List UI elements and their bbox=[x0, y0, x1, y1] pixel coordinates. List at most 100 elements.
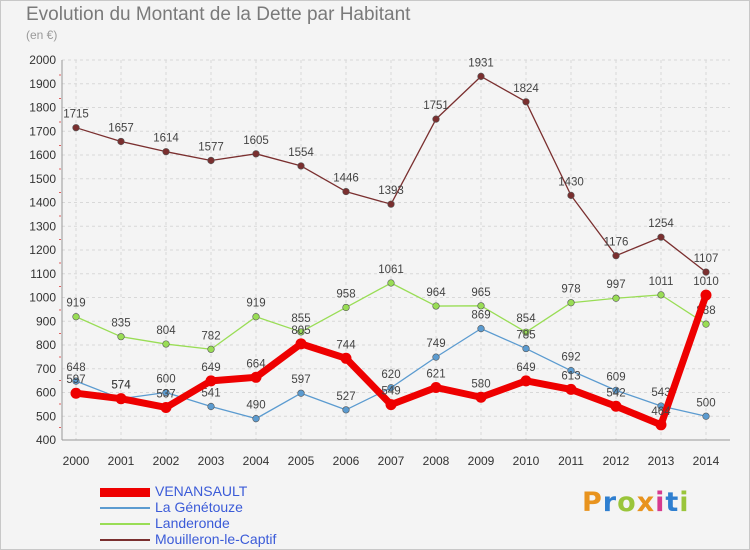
x-tick-label: 2006 bbox=[333, 454, 360, 468]
y-tick-label: 400 bbox=[36, 433, 56, 447]
data-label: 537 bbox=[156, 388, 175, 400]
data-label: 692 bbox=[561, 352, 580, 364]
x-tick-label: 2000 bbox=[63, 454, 90, 468]
data-label: 543 bbox=[651, 387, 670, 399]
data-label: 574 bbox=[111, 380, 131, 392]
data-point bbox=[477, 72, 485, 80]
data-label: 1751 bbox=[423, 100, 449, 112]
legend-swatch bbox=[100, 539, 150, 541]
data-point bbox=[655, 419, 667, 431]
y-tick-label: 1400 bbox=[29, 196, 56, 210]
x-tick-label: 2007 bbox=[378, 454, 405, 468]
data-label: 749 bbox=[426, 338, 445, 350]
data-point bbox=[567, 299, 575, 307]
data-point bbox=[160, 401, 172, 413]
data-point bbox=[522, 344, 530, 353]
data-point bbox=[207, 156, 215, 165]
data-point bbox=[342, 303, 350, 312]
data-label: 835 bbox=[111, 318, 130, 330]
data-label: 744 bbox=[336, 339, 356, 351]
data-label: 613 bbox=[561, 370, 580, 382]
data-point bbox=[342, 187, 350, 196]
data-point bbox=[567, 367, 575, 375]
data-point bbox=[387, 279, 395, 287]
data-label: 664 bbox=[246, 358, 266, 370]
data-label: 500 bbox=[696, 397, 715, 409]
logo-letter: P bbox=[582, 487, 603, 518]
data-point bbox=[387, 384, 395, 392]
y-tick-label: 1300 bbox=[29, 219, 56, 233]
data-point bbox=[162, 148, 170, 156]
data-label: 1931 bbox=[468, 57, 494, 69]
x-tick-label: 2008 bbox=[423, 454, 450, 468]
x-tick-label: 2005 bbox=[288, 454, 315, 468]
data-point bbox=[430, 382, 442, 394]
data-label: 1010 bbox=[693, 276, 719, 288]
data-label: 958 bbox=[336, 288, 355, 300]
data-point bbox=[522, 98, 530, 106]
y-tick-label: 1500 bbox=[29, 172, 56, 186]
logo-letter: r bbox=[602, 487, 618, 518]
data-label: 597 bbox=[291, 374, 310, 386]
logo-letter: t bbox=[665, 487, 680, 518]
data-point bbox=[115, 393, 127, 405]
y-tick-label: 1800 bbox=[29, 101, 56, 115]
data-label: 1577 bbox=[198, 141, 224, 153]
y-tick-label: 2000 bbox=[29, 53, 56, 67]
data-point bbox=[475, 391, 487, 403]
y-tick-label: 700 bbox=[36, 362, 56, 376]
x-tick-label: 2009 bbox=[468, 454, 495, 468]
data-point bbox=[432, 353, 440, 361]
legend-label: Landeronde bbox=[155, 515, 230, 531]
y-tick-label: 800 bbox=[36, 338, 56, 352]
x-tick-label: 2010 bbox=[513, 454, 540, 468]
data-point bbox=[477, 325, 485, 333]
data-point bbox=[567, 191, 575, 199]
x-tick-label: 2002 bbox=[153, 454, 180, 468]
logo-letter: i bbox=[655, 487, 666, 518]
data-label: 1446 bbox=[333, 173, 359, 185]
data-label: 964 bbox=[426, 287, 446, 299]
legend-label: Mouilleron-le-Captif bbox=[155, 531, 277, 547]
data-point bbox=[610, 400, 622, 412]
data-point bbox=[432, 115, 440, 123]
y-tick-label: 1900 bbox=[29, 77, 56, 91]
data-point bbox=[72, 313, 80, 321]
x-tick-label: 2001 bbox=[108, 454, 135, 468]
data-label: 869 bbox=[471, 310, 490, 322]
data-point bbox=[70, 387, 82, 399]
data-point bbox=[162, 388, 170, 397]
data-label: 1605 bbox=[243, 135, 269, 147]
data-point bbox=[702, 320, 710, 328]
chart-subtitle: (en €) bbox=[26, 28, 58, 42]
plot-area bbox=[62, 60, 730, 440]
data-point bbox=[387, 200, 395, 208]
data-label: 1657 bbox=[108, 122, 134, 134]
data-point bbox=[117, 333, 125, 341]
data-label: 609 bbox=[606, 371, 625, 383]
data-label: 1614 bbox=[153, 133, 179, 145]
data-point bbox=[657, 233, 665, 241]
data-label: 919 bbox=[66, 298, 85, 310]
data-point bbox=[205, 375, 217, 387]
data-point bbox=[612, 386, 620, 394]
data-label: 541 bbox=[201, 388, 220, 400]
data-point bbox=[252, 313, 260, 321]
x-tick-label: 2014 bbox=[693, 454, 720, 468]
data-point bbox=[72, 377, 80, 385]
data-label: 1393 bbox=[378, 185, 404, 197]
data-label: 549 bbox=[381, 386, 400, 398]
data-label: 620 bbox=[381, 369, 400, 381]
data-point bbox=[340, 352, 352, 364]
y-tick-label: 1100 bbox=[30, 267, 56, 281]
data-point bbox=[520, 375, 532, 387]
logo-letter: x bbox=[636, 487, 656, 518]
y-tick-label: 1700 bbox=[29, 124, 56, 138]
data-point bbox=[252, 415, 260, 423]
data-label: 1430 bbox=[558, 176, 584, 188]
data-label: 919 bbox=[246, 298, 265, 310]
y-tick-label: 1000 bbox=[29, 291, 56, 305]
data-point bbox=[700, 289, 712, 301]
data-point bbox=[385, 399, 397, 411]
